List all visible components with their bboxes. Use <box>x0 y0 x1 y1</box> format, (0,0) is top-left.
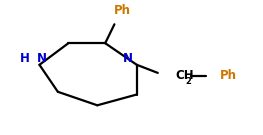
Text: CH: CH <box>175 69 194 82</box>
Text: N: N <box>123 52 133 65</box>
Text: 2: 2 <box>185 77 191 85</box>
Text: Ph: Ph <box>220 69 237 82</box>
Text: H: H <box>20 52 30 65</box>
Text: N: N <box>37 52 47 65</box>
Text: Ph: Ph <box>114 4 131 17</box>
